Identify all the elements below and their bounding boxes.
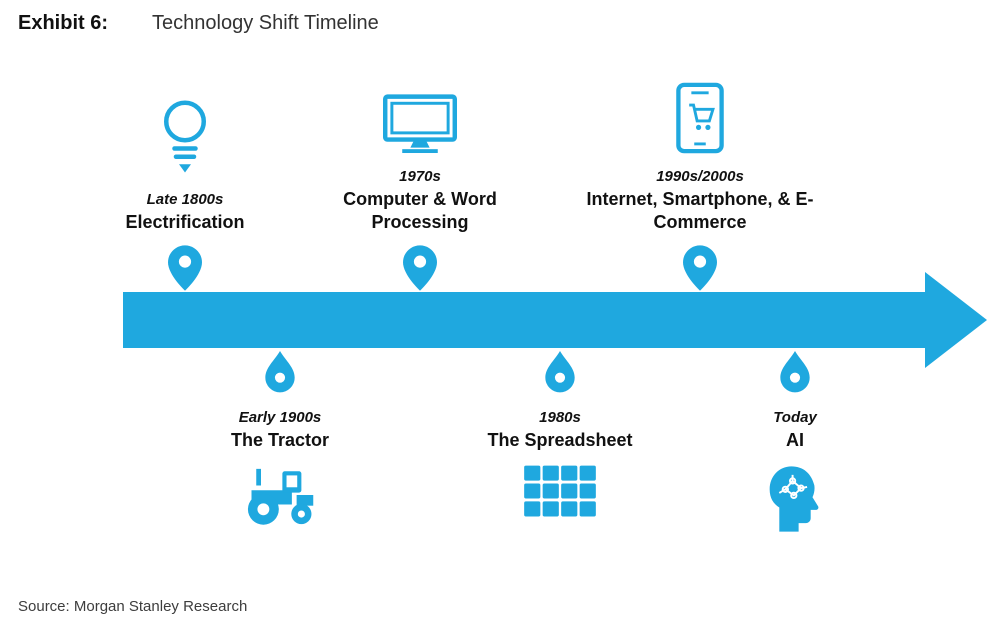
monitor-icon	[383, 94, 457, 154]
event-name: The Tractor	[230, 430, 330, 450]
teardrop-pin-icon	[264, 351, 296, 395]
timeline-event-electrification: Late 1800s Electrification	[55, 99, 315, 292]
timeline-event-ai: Today AI	[685, 351, 905, 534]
exhibit-label: Exhibit 6:	[18, 12, 109, 34]
event-name: Computer & Word Processing	[343, 189, 497, 232]
event-name: Internet, Smartphone, & E-Commerce	[586, 189, 814, 232]
map-pin-icon	[683, 245, 717, 291]
event-era: 1970s	[399, 168, 441, 185]
map-pin-icon	[403, 245, 437, 291]
tractor-icon	[242, 464, 318, 526]
exhibit-header: Exhibit 6: Technology Shift Timeline	[18, 12, 379, 35]
teardrop-pin-icon	[779, 351, 811, 395]
ai-head-icon	[766, 464, 824, 534]
timeline-arrow-shaft	[123, 292, 925, 348]
timeline-arrow-head	[925, 272, 987, 368]
map-pin-icon	[168, 245, 202, 291]
lightbulb-icon	[158, 99, 212, 177]
page-title: Technology Shift Timeline	[152, 12, 379, 34]
source-note: Source: Morgan Stanley Research	[18, 598, 248, 615]
event-name: Electrification	[125, 211, 245, 232]
event-era: 1990s/2000s	[656, 168, 744, 185]
event-era: Late 1800s	[146, 190, 224, 208]
smartphone-icon	[675, 82, 725, 154]
timeline-event-spreadsheet: 1980s The Spreadsheet	[430, 351, 690, 518]
event-era: Early 1900s	[238, 409, 322, 426]
timeline-event-internet: 1990s/2000s Internet, Smartphone, & E-Co…	[565, 82, 835, 291]
event-era: Today	[773, 409, 817, 426]
event-name: The Spreadsheet	[487, 430, 633, 450]
event-name: AI	[786, 430, 804, 450]
event-era: 1980s	[539, 409, 581, 426]
teardrop-pin-icon	[544, 351, 576, 395]
timeline-event-computer: 1970s Computer & Word Processing	[290, 94, 550, 291]
spreadsheet-icon	[523, 464, 597, 518]
timeline-event-tractor: Early 1900s The Tractor	[150, 351, 410, 526]
